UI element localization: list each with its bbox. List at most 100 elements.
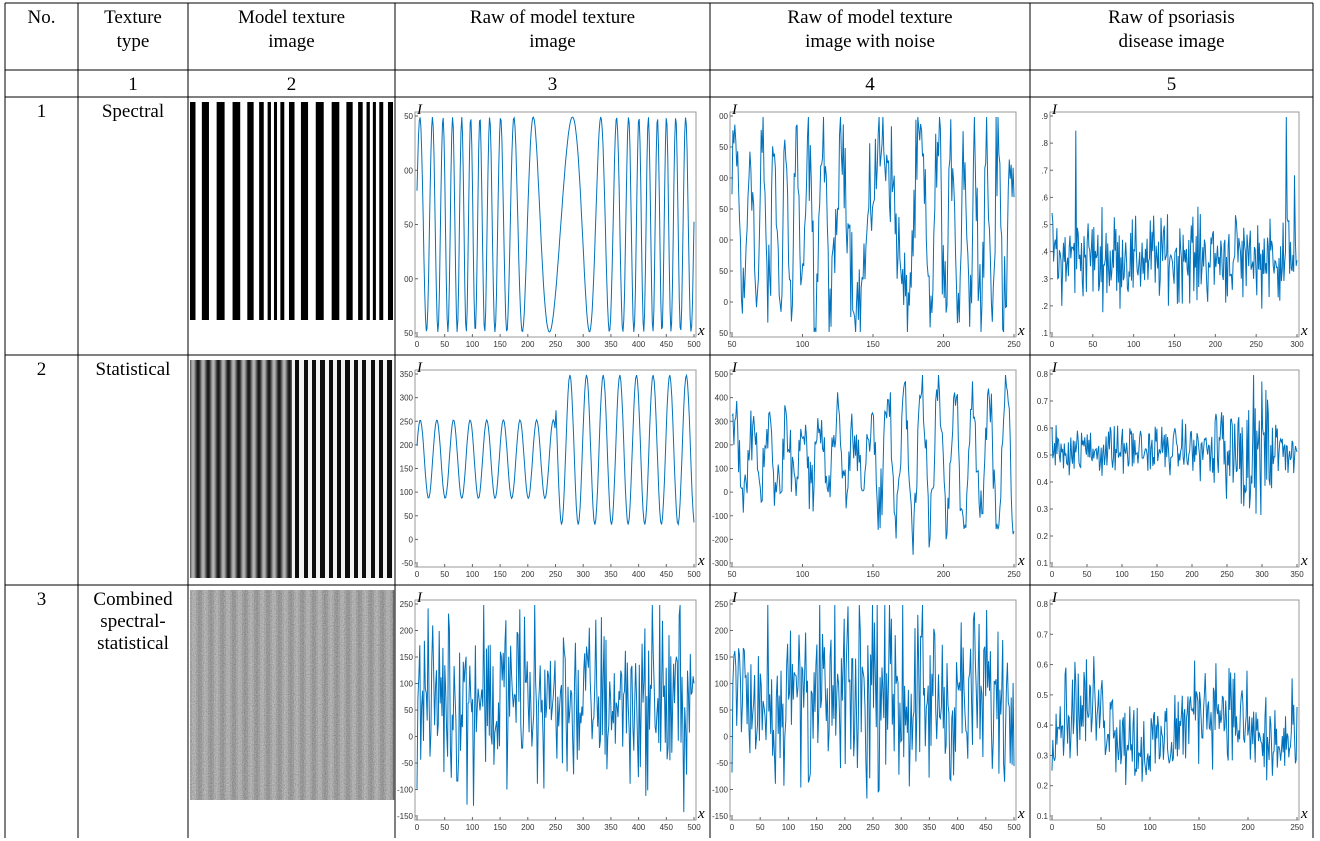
stripe: [252, 360, 254, 578]
stripe: [387, 360, 389, 578]
stripe: [283, 360, 285, 578]
stripe: [379, 360, 381, 578]
y-tick-label: 0: [724, 733, 729, 742]
stripe: [209, 360, 211, 578]
stripe: [343, 360, 345, 578]
y-tick-label: 0.8: [1037, 600, 1049, 609]
y-tick-label: 50: [719, 329, 728, 338]
x-tick-label: 100: [782, 823, 796, 832]
signal: [731, 116, 1015, 333]
x-tick-label: 250: [1220, 570, 1234, 579]
y-tick-label: 50: [404, 221, 413, 230]
y-tick-label: 00: [404, 166, 413, 175]
stripe: [307, 360, 309, 578]
x-tick-label: 50: [440, 823, 449, 832]
stripe: [265, 360, 267, 578]
stripe: [198, 360, 200, 578]
x-tick-label: 200: [1241, 823, 1255, 832]
noise: [190, 590, 393, 800]
stripe: [381, 360, 383, 578]
stripe: [236, 360, 238, 578]
stripe: [391, 360, 393, 578]
y-tick-label: .8: [1041, 139, 1048, 148]
stripe: [326, 360, 328, 578]
stripe: [238, 360, 240, 578]
plot: 500 400 300 200 100 0 -100 -200 -300 50 100 150 200 2…: [712, 360, 1025, 579]
y-tick-label: 0.1: [1037, 812, 1049, 821]
stripe: [321, 360, 323, 578]
stripe: [327, 360, 329, 578]
stripe: [285, 360, 287, 578]
stripe: [318, 360, 320, 578]
stripe: [302, 360, 304, 578]
y-axis-label: I: [731, 102, 738, 118]
header-cell: type: [117, 31, 150, 52]
stripe: [195, 360, 197, 578]
stripe: [331, 102, 340, 320]
stripe: [305, 360, 307, 578]
stripe: [217, 360, 219, 578]
stripe: [282, 360, 284, 578]
stripe: [308, 360, 310, 578]
y-tick-label: 00: [719, 112, 728, 121]
y-tick-label: -100: [712, 512, 729, 521]
x-axis-label: x: [1017, 806, 1025, 822]
stripe: [206, 360, 208, 578]
y-tick-label: 250: [715, 600, 729, 609]
y-tick-label: 500: [715, 370, 729, 379]
y-tick-label: 0.7: [1037, 630, 1049, 639]
stripe: [379, 102, 384, 320]
y-tick-label: -200: [712, 535, 729, 544]
y-tick-label: 00: [719, 174, 728, 183]
y-tick-label: 100: [715, 680, 729, 689]
y-tick-label: 0: [724, 488, 729, 497]
x-tick-label: 150: [493, 340, 507, 349]
y-tick-label: 0.3: [1037, 505, 1049, 514]
stripe: [303, 360, 305, 578]
x-tick-label: 150: [866, 570, 880, 579]
y-tick-label: -150: [397, 812, 414, 821]
stripe: [240, 360, 242, 578]
x-tick-label: 200: [937, 340, 951, 349]
stripe: [272, 360, 274, 578]
stripe: [323, 360, 325, 578]
y-tick-label: .6: [1041, 193, 1048, 202]
x-tick-label: 50: [728, 570, 737, 579]
x-tick-label: 200: [521, 570, 535, 579]
y-tick-label: 0.5: [1037, 691, 1049, 700]
stripe: [317, 360, 319, 578]
texture-type: Spectral: [102, 101, 164, 122]
y-tick-label: 0.6: [1037, 424, 1049, 433]
header-cell: Raw of model texture: [470, 7, 635, 28]
texture-image: [190, 102, 393, 320]
x-axis-label: x: [1300, 806, 1308, 822]
texture-type: Combined: [93, 589, 173, 610]
header-cell: image with noise: [805, 31, 935, 52]
stripe: [312, 360, 314, 578]
y-tick-label: 0.1: [1037, 559, 1049, 568]
stripe: [366, 102, 370, 320]
stripe: [345, 360, 347, 578]
x-tick-label: 300: [1290, 340, 1304, 349]
stripe: [220, 360, 222, 578]
x-tick-label: 500: [687, 823, 701, 832]
x-tick-label: 100: [466, 340, 480, 349]
y-tick-label: .4: [1041, 248, 1048, 257]
x-tick-label: 50: [756, 823, 765, 832]
stripe: [380, 360, 382, 578]
stripe: [266, 360, 268, 578]
stripe: [248, 360, 250, 578]
stripe: [210, 360, 212, 578]
stripe: [353, 360, 355, 578]
x-tick-label: 150: [1168, 340, 1182, 349]
stripe: [227, 360, 229, 578]
stripe: [284, 360, 286, 578]
stripe: [267, 360, 269, 578]
x-tick-label: 450: [979, 823, 993, 832]
signal: [731, 374, 1015, 555]
texture-image: [190, 590, 395, 800]
